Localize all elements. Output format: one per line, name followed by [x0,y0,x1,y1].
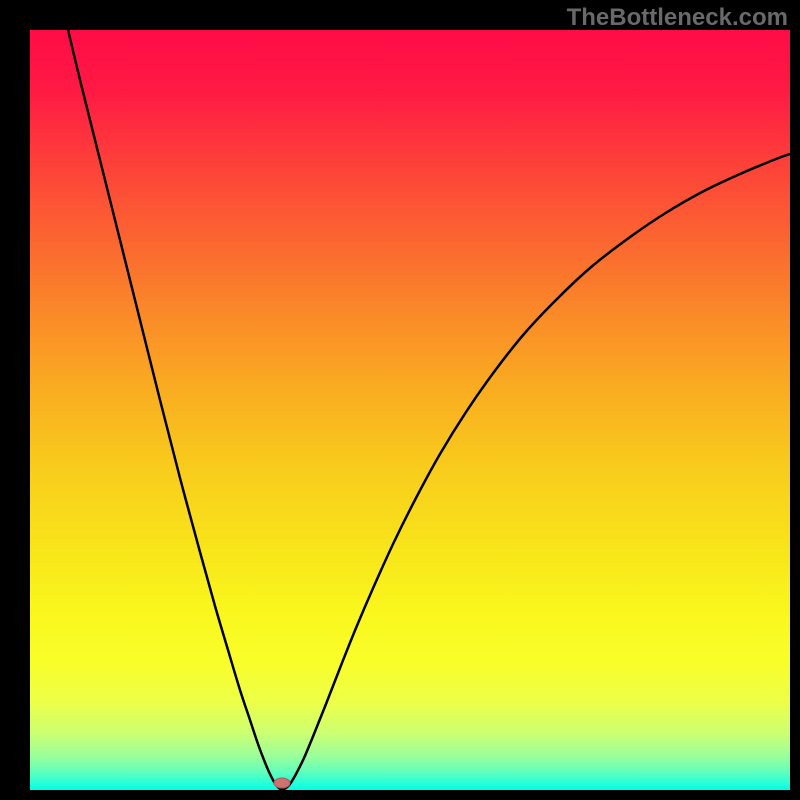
chart-container: TheBottleneck.com [0,0,800,800]
plot-background [30,30,790,790]
bottleneck-curve-chart [0,0,800,800]
watermark-text: TheBottleneck.com [567,4,788,32]
minimum-marker [274,778,290,788]
